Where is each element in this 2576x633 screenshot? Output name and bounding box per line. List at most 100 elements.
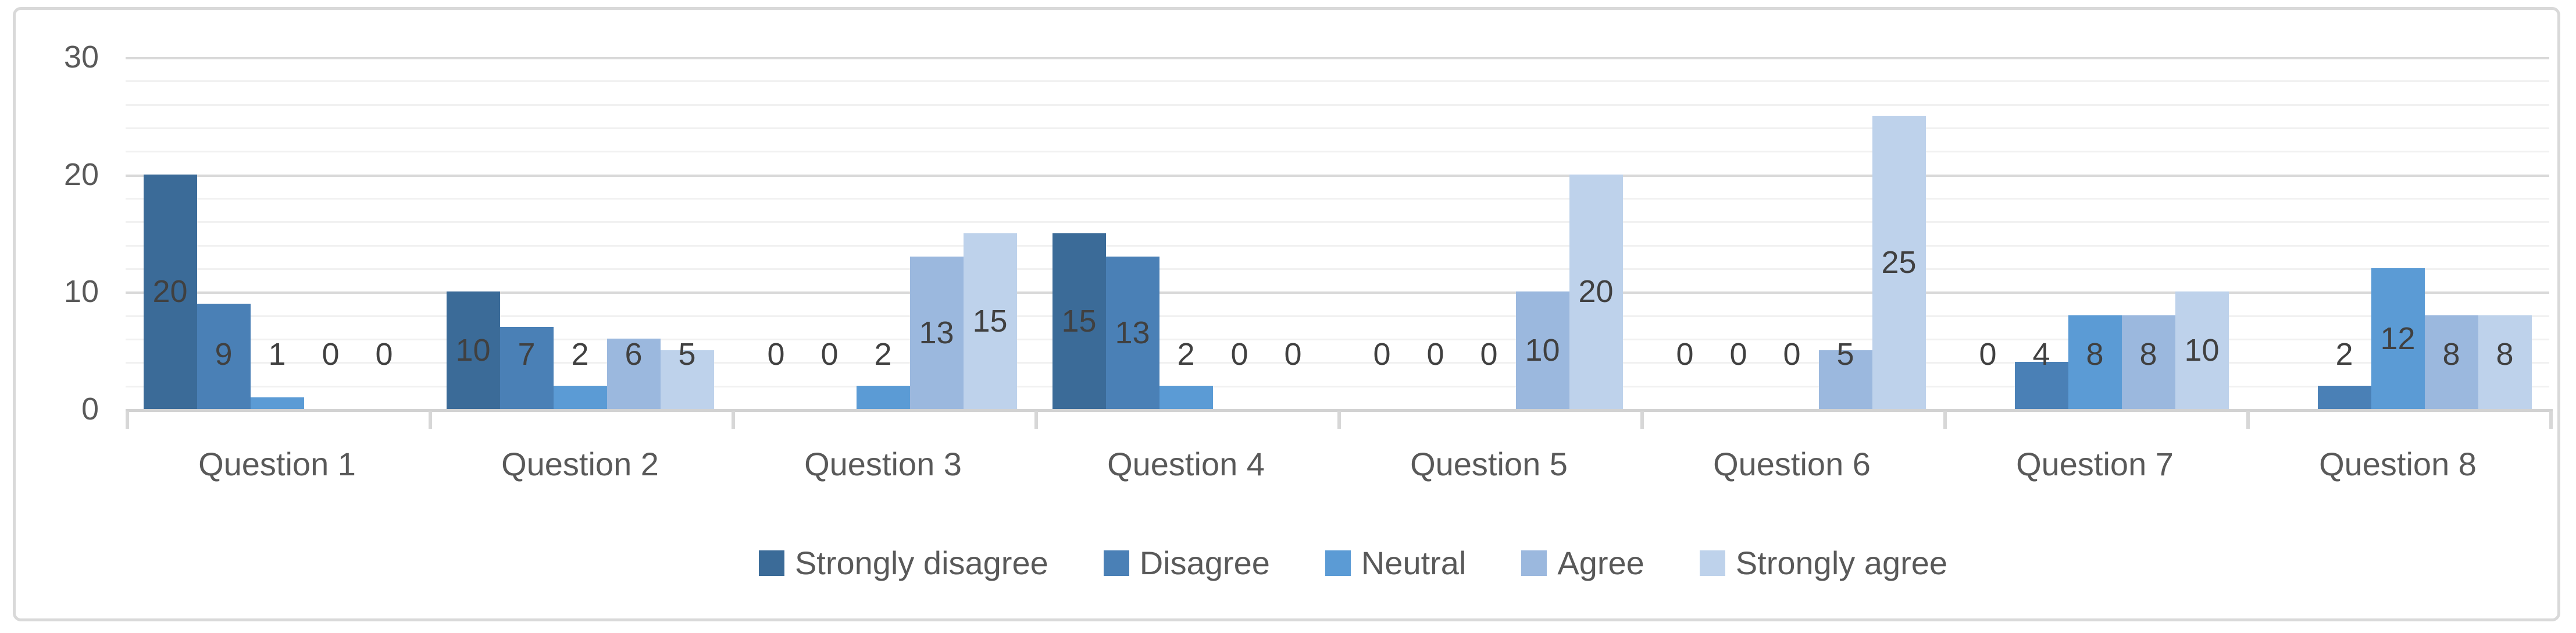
minor-gridline [126,127,2549,129]
data-label: 8 [2139,337,2157,372]
y-axis-tick-label: 0 [81,392,99,426]
minor-gridline [126,244,2549,247]
bar-strongly-agree [1569,174,1623,409]
data-label: 13 [919,315,954,350]
minor-gridline [126,362,2549,364]
data-label: 8 [2086,337,2104,372]
data-label: 0 [1373,337,1391,372]
data-label: 10 [455,333,491,368]
data-label: 2 [1177,337,1195,372]
legend-item-disagree: Disagree [1103,545,1270,581]
legend-item-strongly-agree: Strongly agree [1699,547,1947,579]
major-gridline [126,174,2549,177]
data-label: 10 [1525,333,1560,368]
minor-gridline [126,315,2549,317]
minor-gridline [126,198,2549,200]
legend-item-neutral: Neutral [1325,545,1467,581]
legend-swatch-icon [1521,550,1547,576]
y-axis-tick-label: 10 [63,274,99,310]
bar-disagree [2014,362,2068,409]
bar-agree [1515,291,1569,409]
legend-swatch-icon [1103,550,1129,576]
x-axis-tick [2246,411,2250,429]
minor-gridline [126,104,2549,106]
bar-neutral [2068,315,2122,409]
legend-label: Agree [1557,545,1644,581]
x-axis-category-label: Question 5 [1410,446,1568,482]
data-label: 0 [1979,337,1997,372]
bar-agree [2424,315,2478,409]
data-label: 1 [268,337,286,372]
minor-gridline [126,221,2549,223]
bar-strongly-disagree [1052,233,1106,409]
x-axis-tick [1943,411,1947,429]
x-axis-line [126,409,2553,412]
bar-neutral [553,385,607,409]
data-label: 0 [1284,337,1302,372]
legend-swatch-icon [1699,550,1725,576]
x-axis-tick [732,411,735,429]
minor-gridline [126,151,2549,153]
data-label: 0 [1480,337,1498,372]
major-gridline [126,291,2549,294]
data-label: 0 [1783,337,1801,372]
data-label: 4 [2032,337,2050,372]
x-axis-category-label: Question 4 [1107,446,1265,482]
data-label: 8 [2442,337,2460,372]
data-label: 0 [375,337,393,372]
data-label: 12 [2380,321,2416,356]
data-label: 15 [1061,303,1097,339]
axis-layer: 0 10 20 30 Question 1 Question 2 Question 3 Que… [16,10,2557,618]
data-label: 2 [874,337,892,372]
legend: Strongly disagree Disagree Neutral Agree Str… [141,543,2565,584]
bar-strongly-agree [2175,291,2229,409]
x-axis-category-label: Question 2 [501,446,659,482]
bar-strongly-agree [1872,115,1926,409]
data-label: 2 [571,337,589,372]
data-label: 7 [518,337,536,372]
bar-strongly-agree [660,350,714,409]
x-axis-tick [429,411,432,429]
data-label: 10 [2184,333,2220,368]
x-axis-category-label: Question 7 [2016,446,2174,482]
data-label: 0 [322,337,340,372]
x-axis-tick [126,411,129,429]
bar-strongly-disagree [143,174,197,409]
bar-agree [2121,315,2175,409]
data-label: 15 [972,303,1008,339]
bar-agree [909,256,964,409]
data-label: 8 [2496,337,2514,372]
legend-label: Disagree [1139,545,1270,581]
data-label: 9 [215,337,233,372]
x-axis-tick [1337,411,1341,429]
data-label: 13 [1115,315,1150,350]
data-label-layer: 20 9 1 0 0 10 7 2 6 5 0 0 2 13 15 15 13 2 0 0 0 0 0 10 20 0 0 0 5 25 0… [16,10,2557,618]
bar-strongly-agree [2478,315,2532,409]
data-label: 25 [1881,244,1917,280]
data-label: 0 [767,337,785,372]
minor-gridline [126,268,2549,270]
legend-item-strongly-disagree: Strongly disagree [758,547,1048,579]
x-axis-category-label: Question 6 [1713,446,1871,482]
x-axis-tick [1640,411,1644,429]
data-label: 5 [1836,337,1854,372]
y-axis-tick-label: 20 [63,157,99,192]
bar-neutral [2371,268,2425,409]
data-label: 0 [820,337,839,372]
y-axis-tick-label: 30 [63,40,99,74]
bar-disagree [1105,256,1159,409]
bar-agree [606,339,661,409]
bar-neutral [1159,385,1213,409]
legend-item-agree: Agree [1521,547,1644,579]
major-gridline [126,57,2549,59]
legend-label: Neutral [1361,545,1467,581]
x-axis-tick [1034,411,1038,429]
bar-layer [16,10,2557,618]
data-label: 20 [1578,274,1614,310]
legend-swatch-icon [758,550,784,576]
data-label: 2 [2335,337,2353,372]
gridline-layer [16,10,2557,618]
bar-neutral [856,385,910,409]
chart-frame: 0 10 20 30 Question 1 Question 2 Question 3 Que… [13,7,2560,621]
